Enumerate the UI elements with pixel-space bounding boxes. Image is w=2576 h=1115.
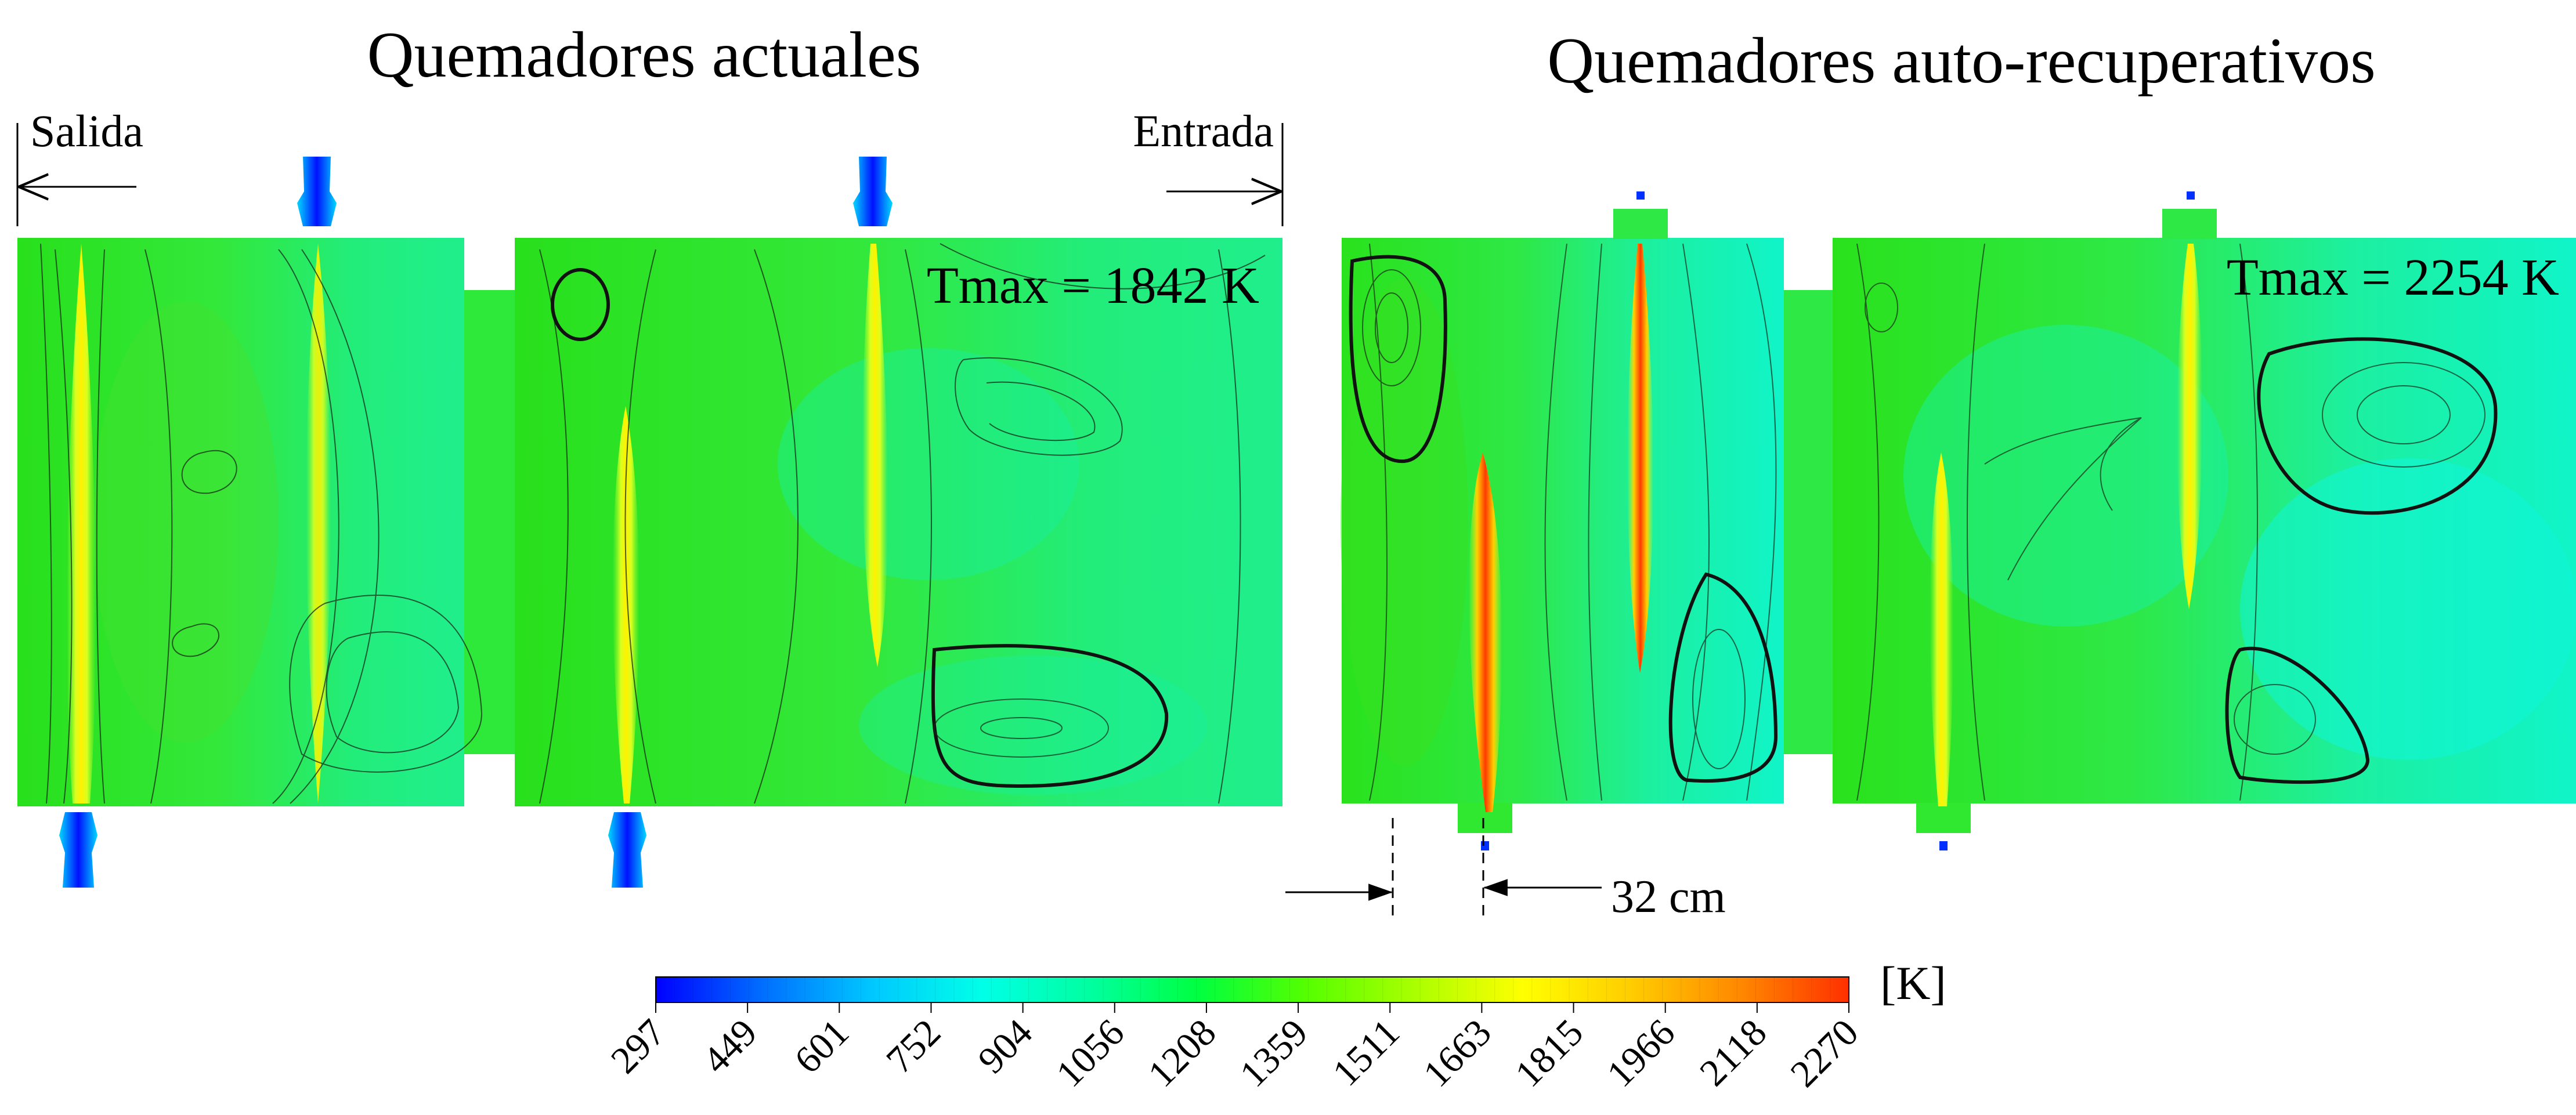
right-burner-top-2 xyxy=(2187,191,2195,200)
right-vortex-bottom-right xyxy=(2225,646,2370,784)
colorbar-tick-label: 2270 xyxy=(1783,1011,1867,1095)
left-chamber-2 xyxy=(515,238,1282,806)
right-flame-1 xyxy=(1627,244,1654,673)
left-burner-bottom-2 xyxy=(608,812,646,888)
right-flame-4 xyxy=(2177,244,2202,609)
left-tmax-label: Tmax = 1842 K xyxy=(927,257,1259,314)
left-vortex-top xyxy=(551,268,610,341)
inlet-label: Entrada xyxy=(1133,106,1274,156)
left-flame-3 xyxy=(612,406,640,803)
right-burner-bottom-2 xyxy=(1939,841,1948,850)
colorbar-unit-label: [K] xyxy=(1880,957,1946,1009)
colorbar-tick-label: 1056 xyxy=(1048,1011,1132,1095)
right-chamber-1 xyxy=(1342,238,1784,803)
offset-label: 32 cm xyxy=(1611,871,1726,922)
colorbar-tick-label: 752 xyxy=(878,1011,949,1082)
right-burner-bottom-1 xyxy=(1481,841,1489,850)
colorbar-tick-label: 1663 xyxy=(1415,1011,1500,1095)
offset-dimension: 32 cm xyxy=(1285,818,1726,922)
left-flame-1 xyxy=(67,244,96,803)
colorbar-tick-label: 904 xyxy=(970,1011,1041,1082)
outlet-label: Salida xyxy=(30,106,143,156)
left-burner-top-1 xyxy=(297,157,337,226)
left-vortex-bottom xyxy=(931,644,1169,788)
right-furnace-domain: Tmax = 2254 K xyxy=(1341,191,2576,850)
colorbar: 297 449 601 752 904 1056 1208 1359 1511 1663 1815 1… xyxy=(603,957,1946,1095)
right-vortex-left xyxy=(1349,255,1447,464)
colorbar-tick-label: 1815 xyxy=(1507,1011,1591,1095)
colorbar-tick-label: 1208 xyxy=(1140,1011,1224,1095)
right-vortex-middle xyxy=(1668,572,1778,783)
right-panel-title: Quemadores auto-recuperativos xyxy=(1547,25,2375,97)
colorbar-tick-label: 1511 xyxy=(1325,1011,1408,1094)
right-burner-top-1 xyxy=(1636,191,1645,200)
right-chamber-connector xyxy=(1784,290,1834,754)
right-vortex-top-right xyxy=(2257,337,2498,515)
colorbar-gradient xyxy=(655,976,1849,1003)
right-flame-3 xyxy=(1930,452,1954,806)
colorbar-tick-label: 297 xyxy=(603,1011,674,1082)
left-chamber-connector xyxy=(464,290,516,754)
left-flame-4 xyxy=(862,244,888,667)
colorbar-segments xyxy=(674,977,1831,1002)
colorbar-tick-label: 449 xyxy=(695,1011,765,1082)
left-burner-bottom-1 xyxy=(59,812,97,888)
right-flame-2 xyxy=(1469,452,1502,812)
left-burner-top-2 xyxy=(853,157,893,226)
right-tmax-label: Tmax = 2254 K xyxy=(2227,249,2559,306)
colorbar-tick-label: 2118 xyxy=(1692,1011,1775,1094)
left-furnace-domain: Tmax = 1842 K xyxy=(17,157,1282,888)
left-flow-annotations: Salida Entrada xyxy=(16,106,1284,226)
colorbar-tick-label: 1966 xyxy=(1599,1011,1683,1095)
colorbar-tick-label: 601 xyxy=(786,1011,857,1082)
colorbar-tick-label: 1359 xyxy=(1232,1011,1316,1095)
left-panel-title: Quemadores actuales xyxy=(367,19,922,91)
left-flame-2 xyxy=(306,244,331,803)
